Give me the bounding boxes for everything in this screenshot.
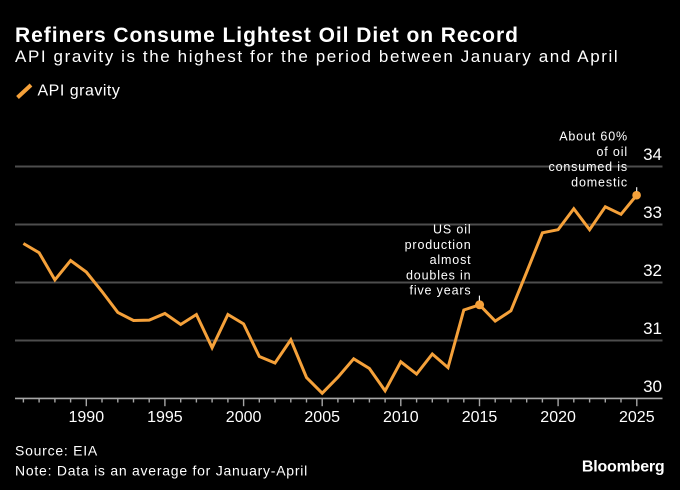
svg-text:2025: 2025 bbox=[619, 409, 655, 426]
svg-text:2015: 2015 bbox=[462, 409, 498, 426]
svg-text:Bloomberg: Bloomberg bbox=[582, 458, 665, 475]
svg-text:About 60%: About 60% bbox=[559, 130, 628, 144]
svg-text:2010: 2010 bbox=[383, 409, 419, 426]
svg-text:domestic: domestic bbox=[571, 175, 628, 189]
svg-text:five years: five years bbox=[410, 284, 472, 298]
svg-text:33: 33 bbox=[643, 203, 662, 222]
svg-text:2000: 2000 bbox=[226, 409, 262, 426]
svg-text:Note: Data is an average for J: Note: Data is an average for January-Apr… bbox=[15, 463, 308, 479]
svg-text:1995: 1995 bbox=[147, 409, 183, 426]
svg-text:consumed is: consumed is bbox=[548, 160, 628, 174]
svg-text:32: 32 bbox=[643, 261, 662, 280]
svg-text:34: 34 bbox=[643, 145, 662, 164]
svg-text:US oil: US oil bbox=[433, 223, 471, 237]
svg-text:almost: almost bbox=[430, 253, 472, 267]
svg-text:doubles in: doubles in bbox=[406, 268, 472, 282]
svg-text:Source: EIA: Source: EIA bbox=[15, 443, 98, 459]
svg-text:of oil: of oil bbox=[596, 145, 628, 159]
svg-text:Refiners Consume Lightest Oil: Refiners Consume Lightest Oil Diet on Re… bbox=[15, 24, 519, 47]
svg-text:API gravity is the highest for: API gravity is the highest for the perio… bbox=[15, 47, 619, 66]
svg-text:production: production bbox=[405, 238, 472, 252]
svg-text:API gravity: API gravity bbox=[38, 82, 121, 99]
svg-text:1990: 1990 bbox=[69, 409, 105, 426]
svg-text:2005: 2005 bbox=[304, 409, 340, 426]
svg-text:2020: 2020 bbox=[540, 409, 576, 426]
svg-text:30: 30 bbox=[643, 377, 662, 396]
svg-text:31: 31 bbox=[643, 319, 662, 338]
